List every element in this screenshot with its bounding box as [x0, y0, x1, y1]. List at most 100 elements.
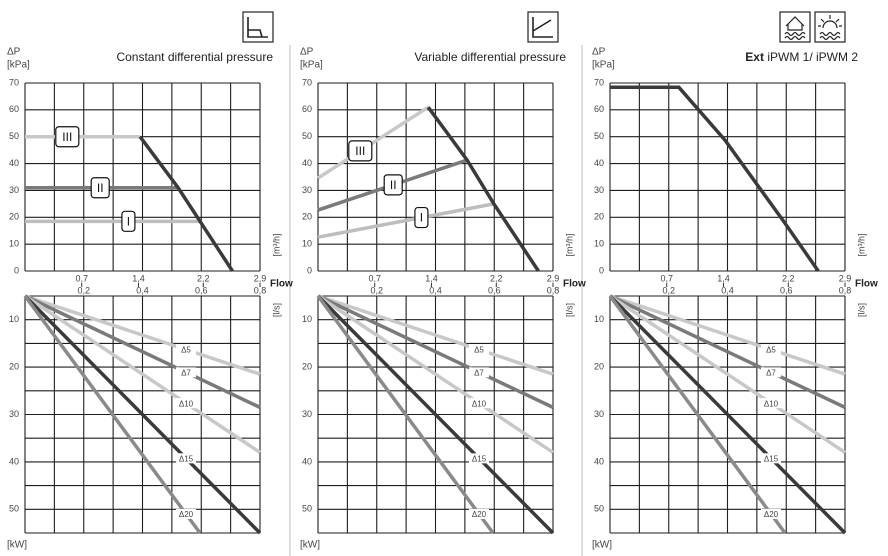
x2-tick-label: 0,6	[195, 285, 208, 295]
y-axis-label: ΔP	[300, 47, 314, 58]
series-line	[608, 294, 847, 535]
chart-title: Ext iPWM 1/ iPWM 2	[745, 50, 858, 64]
separators	[289, 45, 583, 556]
x-tick-label: 2,9	[547, 273, 560, 283]
series-line	[316, 294, 495, 535]
y-tick-label: 70	[594, 77, 604, 87]
y-tick-label: 10	[9, 314, 19, 324]
y-tick-label: 10	[9, 239, 19, 249]
series-label: III	[62, 130, 72, 144]
y-tick-label: 50	[594, 504, 604, 514]
series-label: II	[390, 178, 397, 192]
title-text: Constant differential pressure	[116, 50, 273, 64]
series-line	[317, 294, 554, 454]
x-axis-unit: [m³/h]	[856, 233, 866, 256]
x2-tick-label: 0,6	[780, 285, 793, 295]
x-tick-label: 2,2	[490, 273, 503, 283]
series-label: I	[127, 214, 130, 228]
y-tick-label: 0	[14, 265, 19, 275]
y-tick-label: 20	[302, 212, 312, 222]
icon-frame	[779, 11, 811, 43]
x2-tick-label: 0,8	[547, 285, 560, 295]
series-label: Δ15	[472, 454, 487, 463]
y-tick-label: 40	[594, 158, 604, 168]
series-line	[317, 294, 554, 376]
series-label: Δ10	[472, 399, 487, 408]
y-tick-label: 30	[594, 409, 604, 419]
label-bg	[760, 398, 781, 409]
chart-title: Variable differential pressure	[414, 50, 566, 64]
y-tick-label: 50	[302, 131, 312, 141]
x-axis-label: Flow	[270, 279, 293, 290]
series-line	[24, 294, 261, 376]
x2-tick-label: 0,4	[136, 285, 149, 295]
y-axis-label: [kW]	[592, 540, 612, 551]
series-line	[138, 135, 234, 272]
series-label: III	[355, 144, 365, 158]
y-axis-unit: [kPa]	[7, 60, 30, 71]
series-label: Δ7	[474, 368, 484, 377]
x-axis-label: Flow	[855, 279, 878, 290]
series-label: II	[97, 181, 104, 195]
series-line	[24, 294, 261, 454]
label-bg	[468, 344, 489, 355]
x-axis-label: Flow	[563, 279, 586, 290]
icon-sun	[814, 11, 846, 43]
series-line	[317, 294, 554, 409]
y-tick-label: 20	[9, 361, 19, 371]
label-box	[121, 210, 136, 232]
series-line	[609, 294, 846, 409]
label-bg	[468, 398, 489, 409]
title-text: iPWM 1/ iPWM 2	[767, 50, 858, 64]
x-tick-label: 2,2	[782, 273, 795, 283]
y-tick-label: 50	[302, 504, 312, 514]
x2-tick-label: 0,2	[77, 285, 90, 295]
series-line	[24, 294, 261, 409]
label-box	[414, 206, 429, 229]
series-label: I	[420, 211, 423, 225]
series-line	[426, 106, 540, 272]
title-text: Variable differential pressure	[414, 50, 566, 64]
y-tick-label: 30	[9, 185, 19, 195]
series-label: Δ5	[474, 346, 484, 355]
y-tick-label: 50	[9, 131, 19, 141]
y-tick-label: 60	[302, 104, 312, 114]
x2-tick-label: 0,4	[429, 285, 442, 295]
x-axis-unit: [m³/h]	[564, 233, 574, 256]
label-bg	[468, 508, 489, 519]
y-axis-unit: [kPa]	[300, 60, 323, 71]
label-box	[383, 174, 403, 196]
y-tick-label: 50	[9, 504, 19, 514]
label-box	[55, 126, 80, 148]
series-line	[23, 294, 262, 535]
y-tick-label: 20	[594, 361, 604, 371]
series-line	[317, 105, 430, 180]
series-line	[610, 85, 820, 272]
y-tick-label: 10	[594, 314, 604, 324]
y-tick-label: 30	[302, 409, 312, 419]
x2-tick-label: 0,6	[488, 285, 501, 295]
label-bg	[175, 453, 196, 464]
y-tick-label: 40	[302, 456, 312, 466]
label-bg	[760, 367, 781, 378]
y-tick-label: 0	[307, 265, 312, 275]
x-tick-label: 0,7	[368, 273, 381, 283]
label-bg	[468, 367, 489, 378]
x-tick-label: 2,9	[254, 273, 267, 283]
x2-axis-unit: [l/s]	[564, 303, 574, 317]
series-line	[609, 294, 846, 376]
x2-axis-unit: [l/s]	[271, 303, 281, 317]
y-tick-label: 30	[302, 185, 312, 195]
icon-variable	[527, 11, 559, 43]
y-tick-label: 20	[594, 212, 604, 222]
icon-frame	[242, 11, 274, 43]
icon-constant	[242, 11, 274, 43]
y-tick-label: 60	[9, 104, 19, 114]
series-label: Δ5	[766, 346, 776, 355]
label-bg	[175, 344, 196, 355]
label-bg	[760, 508, 781, 519]
y-axis-label: [kW]	[300, 540, 320, 551]
y-tick-label: 60	[594, 104, 604, 114]
y-tick-label: 20	[9, 212, 19, 222]
series-label: Δ20	[179, 510, 194, 519]
